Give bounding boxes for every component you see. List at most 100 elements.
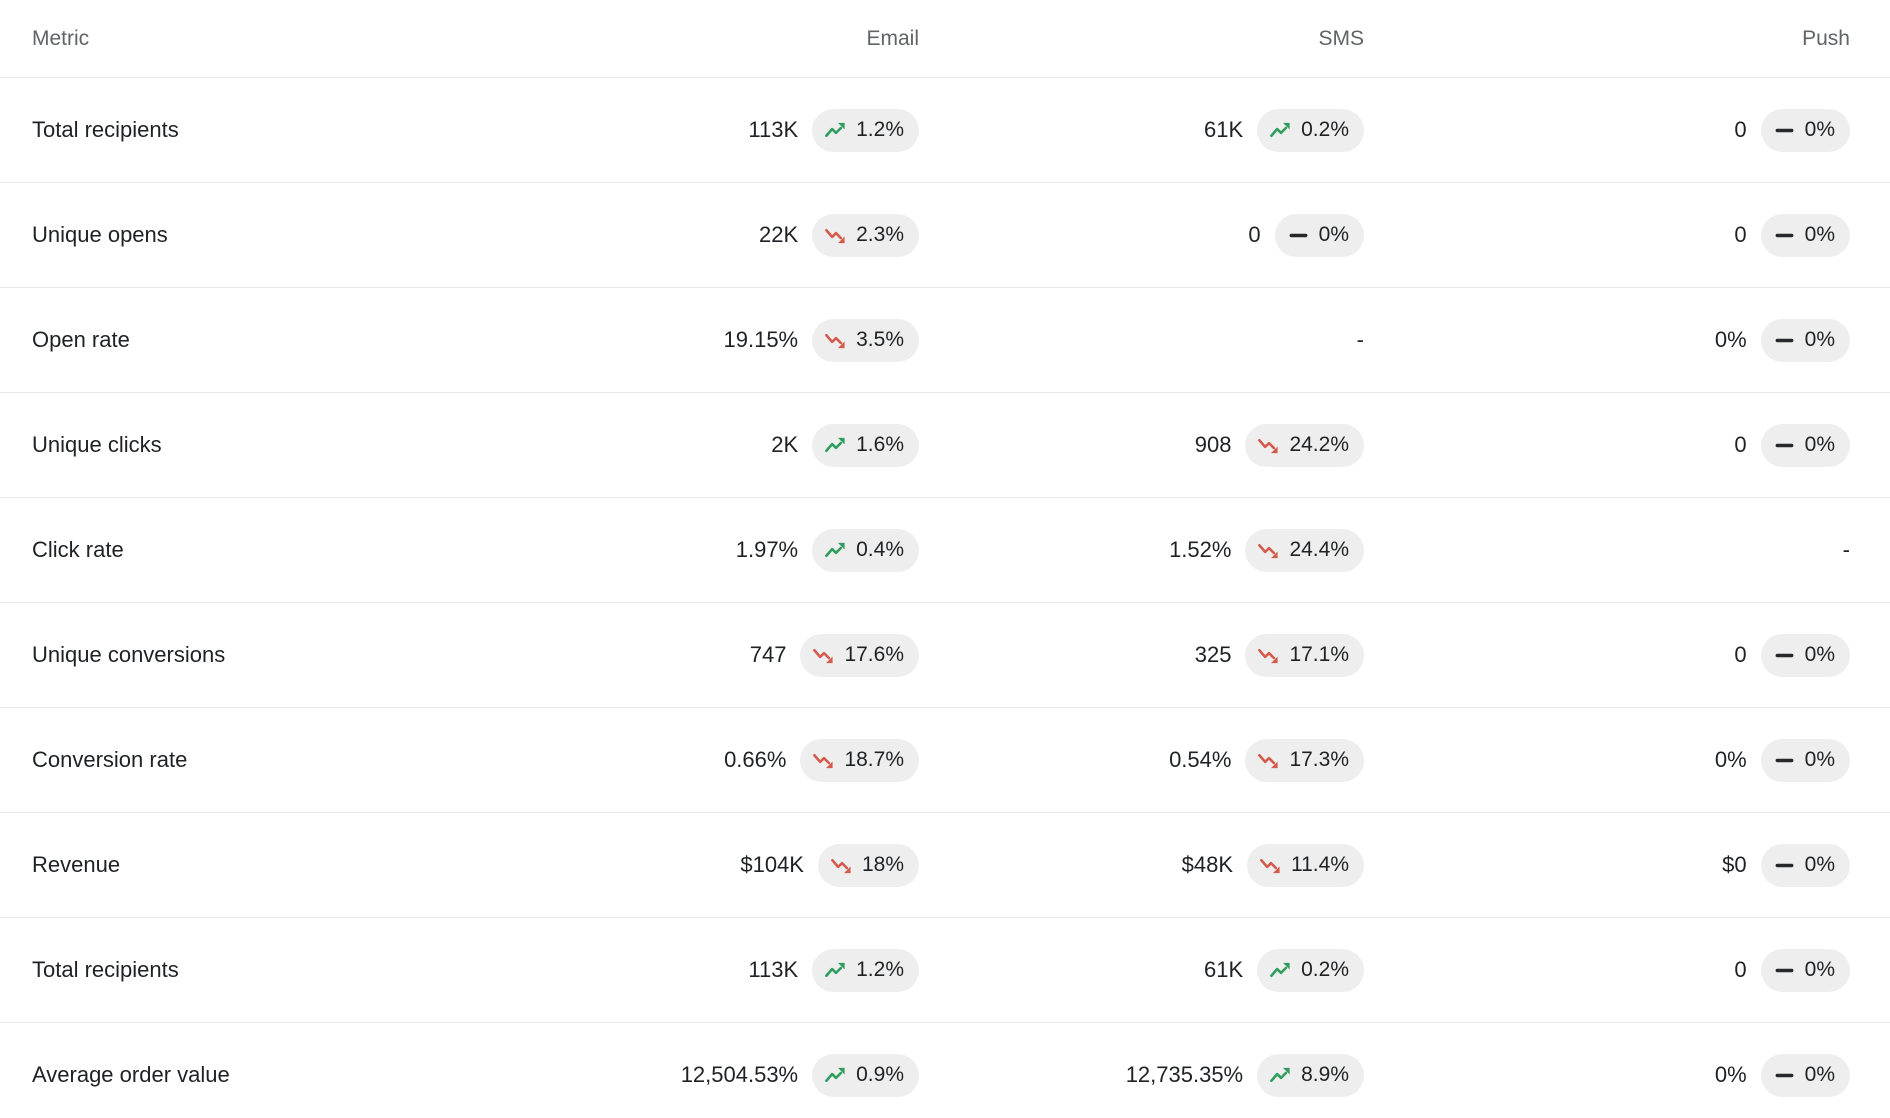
- trend-change: 0.2%: [1301, 118, 1349, 141]
- trend-change: 0%: [1804, 118, 1835, 141]
- trend-badge: 3.5%: [812, 318, 919, 362]
- trend-badge: 1.2%: [812, 948, 919, 992]
- push-cell: 0 0%: [1364, 948, 1850, 992]
- metric-value: 0: [1734, 642, 1747, 667]
- trend-change: 1.6%: [856, 433, 904, 456]
- no-data-dash: -: [1356, 327, 1364, 352]
- metric-value: 113K: [748, 957, 799, 982]
- metric-label: Unique conversions: [32, 642, 226, 667]
- metric-value: 0.66%: [724, 747, 787, 772]
- push-cell: $0 0%: [1364, 843, 1850, 887]
- table-row: Unique conversions 747 17.6% 325 17.1% 0 0%: [0, 603, 1890, 708]
- trend-down-icon: [825, 333, 845, 348]
- sms-cell: -: [919, 327, 1364, 353]
- metric-value: $48K: [1181, 852, 1233, 877]
- metric-label: Total recipients: [32, 957, 179, 982]
- trend-flat-icon: [1289, 233, 1308, 237]
- trend-badge: 0%: [1760, 633, 1850, 677]
- trend-change: 11.4%: [1291, 853, 1349, 876]
- table-row: Click rate 1.97% 0.4% 1.52% 24.4% -: [0, 498, 1890, 603]
- trend-badge: 0%: [1760, 1053, 1850, 1097]
- trend-badge: 0%: [1760, 423, 1850, 467]
- trend-badge: 1.6%: [812, 423, 919, 467]
- trend-up-icon: [1270, 122, 1290, 137]
- no-data-dash: -: [1842, 537, 1850, 562]
- trend-change: 24.2%: [1289, 433, 1349, 456]
- metric-label: Open rate: [32, 327, 130, 352]
- trend-badge: 0%: [1760, 318, 1850, 362]
- trend-change: 0.9%: [856, 1063, 904, 1086]
- trend-up-icon: [1270, 1067, 1290, 1082]
- metric-value: 0: [1734, 432, 1747, 457]
- trend-change: 0%: [1804, 643, 1835, 666]
- sms-cell: 325 17.1%: [919, 633, 1364, 677]
- push-cell: 0 0%: [1364, 213, 1850, 257]
- trend-badge: 18.7%: [800, 738, 919, 782]
- metric-value: 747: [749, 642, 787, 667]
- trend-down-icon: [825, 228, 845, 243]
- metric-value: 12,735.35%: [1125, 1062, 1244, 1087]
- trend-badge: 24.4%: [1245, 528, 1364, 572]
- trend-up-icon: [825, 962, 845, 977]
- sms-cell: 12,735.35% 8.9%: [919, 1053, 1364, 1097]
- trend-change: 24.4%: [1289, 538, 1349, 561]
- metric-value: 61K: [1203, 957, 1244, 982]
- metric-label: Conversion rate: [32, 747, 188, 772]
- trend-badge: 1.2%: [812, 108, 919, 152]
- push-cell: 0% 0%: [1364, 738, 1850, 782]
- sms-cell: 61K 0.2%: [919, 948, 1364, 992]
- table-row: Total recipients 113K 1.2% 61K 0.2% 0 0%: [0, 78, 1890, 183]
- trend-badge: 8.9%: [1257, 1053, 1364, 1097]
- email-cell: 113K 1.2%: [459, 108, 919, 152]
- trend-change: 0%: [1804, 853, 1835, 876]
- trend-flat-icon: [1775, 863, 1794, 867]
- email-cell: 747 17.6%: [459, 633, 919, 677]
- sms-cell: 0 0%: [919, 213, 1364, 257]
- push-cell: 0% 0%: [1364, 1053, 1850, 1097]
- sms-cell: 1.52% 24.4%: [919, 528, 1364, 572]
- trend-change: 18.7%: [844, 748, 904, 771]
- trend-badge: 0%: [1760, 213, 1850, 257]
- trend-change: 17.6%: [844, 643, 904, 666]
- metric-value: 325: [1194, 642, 1232, 667]
- trend-change: 17.3%: [1289, 748, 1349, 771]
- metric-label: Unique opens: [32, 222, 168, 247]
- table-row: Unique clicks 2K 1.6% 908 24.2% 0 0%: [0, 393, 1890, 498]
- email-cell: 1.97% 0.4%: [459, 528, 919, 572]
- trend-change: 0.4%: [856, 538, 904, 561]
- trend-badge: 0%: [1274, 213, 1364, 257]
- metric-value: 12,504.53%: [680, 1062, 799, 1087]
- trend-down-icon: [1258, 438, 1279, 453]
- trend-change: 0%: [1804, 1063, 1835, 1086]
- metric-value: 0: [1734, 957, 1747, 982]
- trend-badge: 0.2%: [1257, 948, 1364, 992]
- trend-flat-icon: [1775, 233, 1794, 237]
- email-cell: 0.66% 18.7%: [459, 738, 919, 782]
- trend-badge: 0.2%: [1257, 108, 1364, 152]
- metric-value: 0%: [1714, 327, 1747, 352]
- trend-change: 0%: [1804, 223, 1835, 246]
- trend-down-icon: [1258, 753, 1279, 768]
- trend-down-icon: [1258, 648, 1279, 663]
- trend-up-icon: [825, 1067, 845, 1082]
- metric-label: Average order value: [32, 1062, 230, 1087]
- column-header-push: Push: [1802, 26, 1850, 50]
- trend-change: 0%: [1804, 958, 1835, 981]
- metric-value: 0: [1734, 117, 1747, 142]
- trend-change: 1.2%: [856, 118, 904, 141]
- trend-change: 8.9%: [1301, 1063, 1349, 1086]
- trend-change: 3.5%: [856, 328, 904, 351]
- metric-value: 2K: [771, 432, 799, 457]
- trend-badge: 18%: [817, 843, 919, 887]
- trend-down-icon: [813, 753, 834, 768]
- trend-flat-icon: [1775, 128, 1794, 132]
- trend-change: 1.2%: [856, 958, 904, 981]
- metric-value: 1.97%: [735, 537, 799, 562]
- email-cell: 22K 2.3%: [459, 213, 919, 257]
- trend-change: 0%: [1804, 328, 1835, 351]
- table-header: Metric Email SMS Push: [0, 0, 1890, 78]
- trend-flat-icon: [1775, 443, 1794, 447]
- email-cell: 2K 1.6%: [459, 423, 919, 467]
- table-row: Open rate 19.15% 3.5% - 0% 0%: [0, 288, 1890, 393]
